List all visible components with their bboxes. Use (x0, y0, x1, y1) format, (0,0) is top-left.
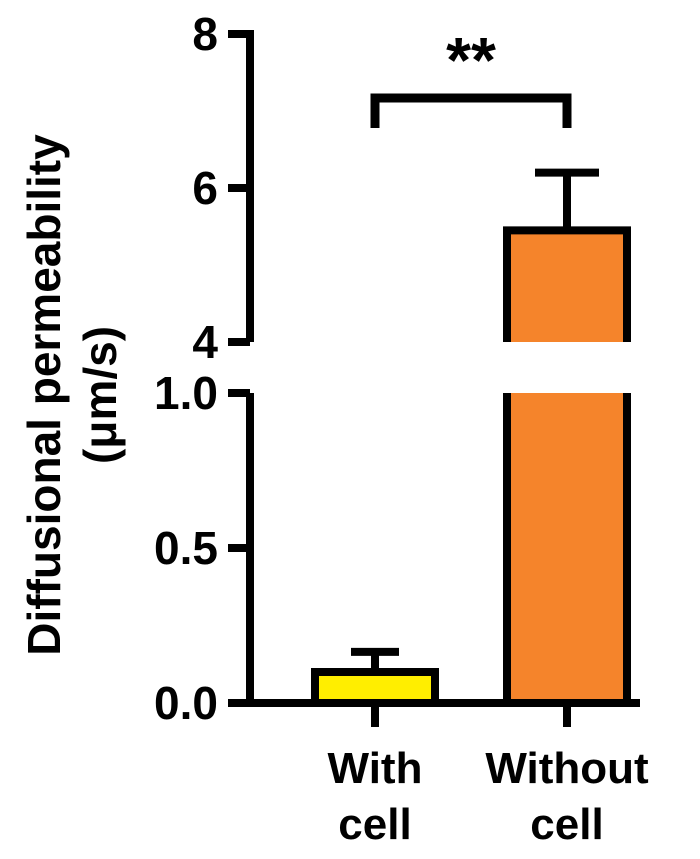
significance-bracket (370, 93, 572, 128)
y-tick-label: 4 (192, 316, 218, 368)
bars (311, 168, 631, 707)
bar-lower-segment (507, 393, 627, 703)
y-axis-label: Diffusional permeability(μm/s) (18, 134, 126, 656)
y-tick-label: 0.5 (154, 522, 218, 574)
category-label: With cell (328, 744, 423, 849)
category-label-line: With (328, 744, 423, 793)
y-axis-label-line: Diffusional permeability (18, 134, 70, 656)
category-label: Without cell (485, 744, 649, 849)
category-label-line: Without (485, 744, 649, 793)
y-tick-label: 1.0 (154, 367, 218, 419)
y-tick-label: 8 (192, 8, 218, 60)
y-tick-label: 0.0 (154, 677, 218, 729)
significance-annotation: ** (370, 24, 572, 128)
category-labels: With cell Without cell (328, 744, 649, 849)
y-tick-label: 6 (192, 162, 218, 214)
category-label-line: cell (530, 800, 603, 849)
bar (311, 668, 439, 707)
tick-labels: 0.0 0.5 1.04 6 8 (154, 8, 218, 729)
y-axis-label-line: (μm/s) (74, 326, 126, 464)
category-label-line: cell (338, 800, 411, 849)
bar-upper-segment (507, 230, 627, 342)
significance-label: ** (446, 24, 496, 96)
